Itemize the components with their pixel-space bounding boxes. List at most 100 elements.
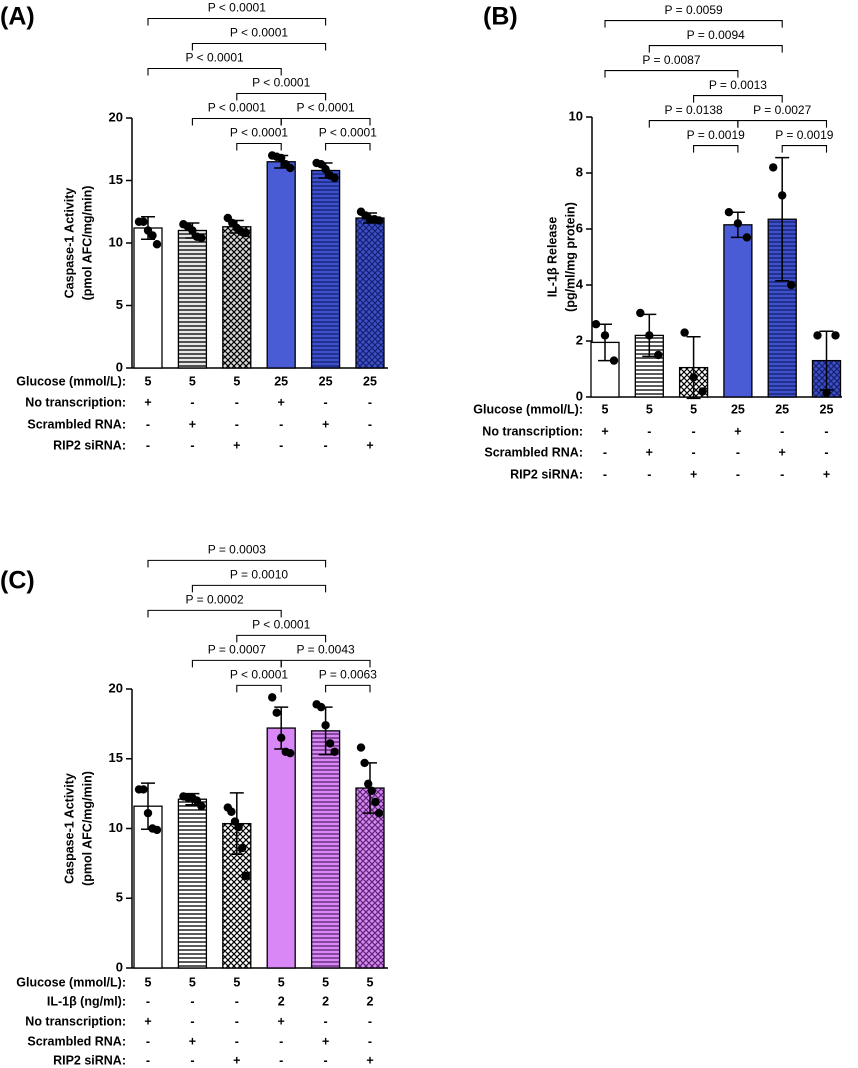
significance-bracket xyxy=(781,145,828,153)
panel-label: (A) xyxy=(0,3,35,31)
condition-label: Scrambled RNA: xyxy=(27,417,126,431)
data-point xyxy=(227,807,236,816)
condition-value: 5 xyxy=(278,975,285,989)
bar xyxy=(177,229,208,369)
data-point xyxy=(330,747,339,756)
p-value-label: P < 0.0001 xyxy=(186,51,244,65)
condition-label: No transcription: xyxy=(25,1014,126,1028)
condition-value: + xyxy=(366,438,373,452)
y-tick-label: 5 xyxy=(116,297,123,312)
condition-label: Glucose (mmol/L): xyxy=(16,975,126,989)
p-value-label: P < 0.0001 xyxy=(208,101,266,115)
condition-value: - xyxy=(146,1053,150,1067)
data-point xyxy=(148,231,157,240)
data-point xyxy=(152,825,162,835)
condition-value: - xyxy=(190,438,194,452)
data-point xyxy=(733,219,743,228)
data-point xyxy=(152,240,162,249)
condition-value: + xyxy=(601,424,608,438)
data-point xyxy=(591,320,601,329)
data-point xyxy=(316,702,326,712)
data-point xyxy=(374,216,384,225)
condition-value: + xyxy=(144,1014,151,1028)
error-bar xyxy=(598,323,612,362)
condition-value: - xyxy=(824,424,828,438)
condition-label: No transcription: xyxy=(482,424,583,438)
condition-label: IL-1β (ng/ml): xyxy=(47,994,126,1008)
data-point xyxy=(197,801,206,811)
data-point xyxy=(360,758,369,768)
data-point xyxy=(371,797,380,807)
data-point xyxy=(143,808,153,818)
condition-value: - xyxy=(736,467,740,481)
data-point xyxy=(241,871,250,881)
condition-value: - xyxy=(279,1034,283,1048)
y-tick-label: 5 xyxy=(116,890,123,905)
bar xyxy=(310,169,341,369)
condition-value: - xyxy=(647,467,651,481)
condition-value: - xyxy=(368,417,372,431)
data-point xyxy=(325,739,335,748)
condition-value: - xyxy=(324,1053,328,1067)
condition-value: - xyxy=(190,1014,194,1028)
condition-value: - xyxy=(603,445,607,459)
condition-value: 25 xyxy=(363,374,377,388)
y-tick-label: 15 xyxy=(109,172,123,187)
y-tick-label: 15 xyxy=(109,750,123,765)
condition-value: - xyxy=(279,438,283,452)
condition-value: - xyxy=(190,994,194,1008)
data-point xyxy=(680,328,689,337)
condition-value: 5 xyxy=(233,975,240,989)
data-point xyxy=(787,280,796,290)
bar xyxy=(177,798,208,969)
condition-value: - xyxy=(324,438,328,452)
condition-value: - xyxy=(235,1034,239,1048)
condition-value: - xyxy=(146,1034,150,1048)
significance-bracket xyxy=(236,142,282,151)
panel-label: (B) xyxy=(483,3,518,31)
data-point xyxy=(600,331,610,340)
condition-value: + xyxy=(734,424,741,438)
p-value-label: P = 0.0010 xyxy=(230,568,288,582)
significance-bracket xyxy=(693,145,739,153)
data-point xyxy=(769,163,778,172)
significance-bracket xyxy=(280,117,371,126)
condition-value: - xyxy=(279,417,283,431)
condition-value: 5 xyxy=(233,374,240,388)
condition-value: - xyxy=(279,1053,283,1067)
condition-value: - xyxy=(190,395,194,409)
significance-bracket xyxy=(325,142,371,151)
y-tick-label: 10 xyxy=(109,820,123,835)
condition-value: - xyxy=(368,1034,372,1048)
condition-value: 5 xyxy=(189,975,196,989)
p-value-label: P < 0.0001 xyxy=(208,1,266,15)
condition-label: RIP2 siRNA: xyxy=(510,467,583,481)
condition-label: Glucose (mmol/L): xyxy=(473,402,583,416)
condition-value: - xyxy=(368,1014,372,1028)
condition-value: + xyxy=(233,438,240,452)
y-tick-label: 4 xyxy=(576,276,584,291)
condition-value: 5 xyxy=(646,402,653,416)
data-point xyxy=(238,843,247,853)
data-point xyxy=(742,233,752,242)
p-value-label: P < 0.0001 xyxy=(319,126,377,140)
condition-value: + xyxy=(646,445,653,459)
y-tick-label: 0 xyxy=(116,959,123,974)
data-point xyxy=(277,153,286,163)
p-value-label: P = 0.0094 xyxy=(687,28,745,42)
p-value-label: P = 0.0087 xyxy=(642,53,700,67)
condition-value: - xyxy=(146,994,150,1008)
data-point xyxy=(636,308,645,318)
p-value-label: P = 0.0063 xyxy=(319,668,377,682)
condition-value: + xyxy=(144,395,151,409)
condition-value: - xyxy=(824,445,828,459)
condition-label: Glucose (mmol/L): xyxy=(16,374,126,388)
condition-value: 2 xyxy=(367,994,374,1008)
condition-label: No transcription: xyxy=(25,395,126,409)
condition-value: 25 xyxy=(319,374,333,388)
y-tick-label: 0 xyxy=(576,388,583,403)
y-tick-label: 10 xyxy=(569,108,583,123)
y-tick-label: 10 xyxy=(109,234,123,249)
